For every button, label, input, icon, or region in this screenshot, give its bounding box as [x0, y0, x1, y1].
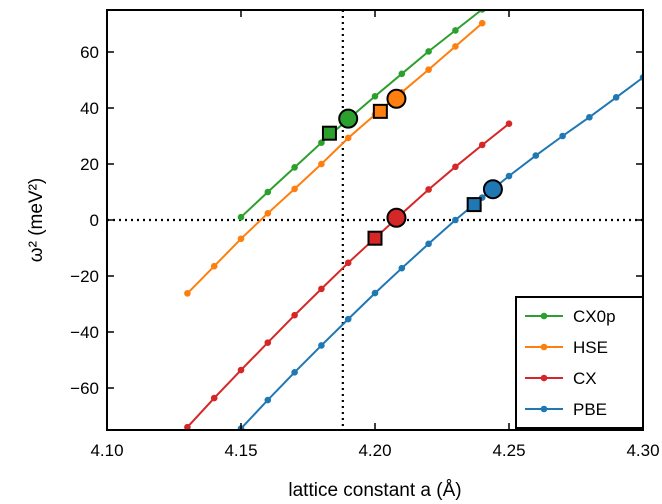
data-point-cx — [344, 259, 352, 267]
legend-label-hse: HSE — [573, 338, 608, 357]
data-point-cx — [425, 186, 432, 193]
data-point-pbe — [586, 113, 593, 121]
data-point-cx — [237, 366, 245, 374]
series-line-pbe — [240, 76, 643, 430]
circle-marker-cx — [386, 207, 407, 228]
circle-marker-hse — [386, 88, 407, 109]
y-tick-label: 20 — [80, 155, 99, 174]
data-point-cx0p — [398, 70, 406, 78]
legend-box — [515, 296, 644, 429]
y-tick-label: −60 — [70, 379, 99, 398]
legend-label-cx0p: CX0p — [573, 307, 616, 326]
axes-layer: 4.10 4.15 4.20 4.25 4.30 −60 −40 −20 0 20 40 60 latt… — [26, 9, 660, 501]
x-axis-label: lattice constant a (Å) — [288, 480, 461, 501]
data-point-hse — [237, 235, 245, 243]
data-point-pbe — [559, 132, 566, 140]
data-point-pbe — [505, 172, 513, 180]
data-point-hse — [344, 134, 352, 142]
data-point-pbe — [291, 369, 298, 376]
data-point-pbe — [612, 94, 620, 101]
data-point-hse — [478, 19, 486, 27]
data-point-pbe — [425, 240, 432, 248]
plot-area — [107, 10, 643, 430]
series-line-cx — [186, 122, 510, 428]
data-point-pbe — [344, 315, 352, 323]
legend-label-pbe: PBE — [573, 400, 607, 419]
square-marker-cx0p — [321, 125, 337, 141]
data-point-cx — [184, 423, 191, 430]
data-point-cx0p — [264, 188, 272, 196]
data-point-hse — [264, 209, 272, 217]
y-tick-label: −40 — [70, 323, 99, 342]
data-point-pbe — [318, 342, 325, 349]
y-tick-label: 0 — [90, 211, 99, 230]
legend-marker-cx — [540, 374, 548, 382]
data-point-hse — [452, 43, 459, 50]
data-point-cx0p — [425, 48, 432, 55]
data-point-cx — [505, 120, 513, 127]
data-point-hse — [318, 160, 325, 168]
data-point-cx0p — [452, 27, 459, 34]
data-point-hse — [210, 262, 218, 270]
data-point-cx0p — [318, 139, 325, 147]
square-marker-cx — [367, 230, 383, 246]
data-point-pbe — [452, 216, 459, 224]
legend: CX0p HSE CX PBE — [515, 296, 644, 429]
legend-marker-cx0p — [540, 312, 548, 320]
data-point-cx — [318, 285, 325, 293]
circle-marker-cx0p — [338, 108, 359, 129]
data-point-hse — [184, 290, 191, 297]
x-tick-label: 4.30 — [626, 441, 659, 460]
x-tick-label: 4.20 — [358, 441, 391, 460]
data-point-cx — [291, 311, 298, 319]
x-tick-label: 4.25 — [492, 441, 525, 460]
legend-marker-hse — [540, 343, 548, 351]
x-tick-label: 4.10 — [90, 441, 123, 460]
circle-marker-pbe — [482, 179, 503, 200]
data-point-cx — [478, 141, 486, 149]
y-tick-label: 60 — [80, 43, 99, 62]
y-tick-label: 40 — [80, 99, 99, 118]
data-point-pbe — [371, 289, 379, 297]
legend-marker-pbe — [540, 405, 548, 413]
series-line-cx0p — [240, 10, 483, 218]
y-axis-label: ω² (meV²) — [26, 178, 47, 263]
data-point-hse — [425, 66, 432, 73]
series-line-hse — [186, 22, 483, 295]
data-point-pbe — [532, 152, 540, 159]
data-point-cx0p — [237, 213, 245, 221]
data-point-pbe — [398, 264, 406, 272]
data-point-cx — [264, 339, 272, 346]
square-marker-pbe — [466, 197, 482, 213]
data-point-hse — [291, 185, 298, 193]
x-tick-label: 4.15 — [224, 441, 257, 460]
data-point-cx — [210, 394, 218, 402]
legend-label-cx: CX — [573, 369, 597, 388]
data-point-cx0p — [371, 92, 379, 100]
y-tick-label: −20 — [70, 267, 99, 286]
data-point-cx — [452, 163, 459, 171]
data-point-pbe — [264, 396, 272, 404]
square-marker-hse — [372, 103, 388, 119]
series-layer — [184, 10, 643, 430]
data-point-cx0p — [291, 164, 298, 171]
